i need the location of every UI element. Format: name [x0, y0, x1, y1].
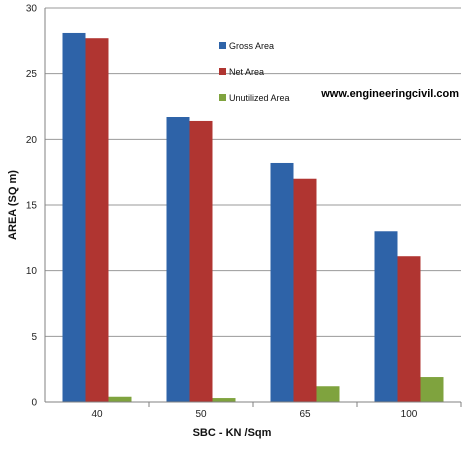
bar-net-area-65 [293, 178, 317, 402]
watermark-text: www.engineeringcivil.com [320, 88, 459, 100]
legend-swatch-gross-area [219, 42, 226, 49]
y-tick-label: 5 [31, 332, 37, 343]
legend-swatch-net-area [219, 68, 226, 75]
bar-net-area-40 [85, 38, 109, 402]
x-axis-title: SBC - KN /Sqm [193, 427, 272, 439]
bars [62, 32, 444, 403]
bar-gross-area-40 [62, 32, 86, 402]
y-tick-label: 25 [26, 69, 38, 80]
bar-gross-area-100 [374, 231, 398, 402]
bar-unutilized-area-40 [108, 396, 132, 402]
y-tick-label: 10 [26, 266, 38, 277]
bar-net-area-50 [189, 120, 213, 403]
legend-label: Net Area [229, 67, 264, 77]
y-tick-label: 30 [26, 4, 38, 15]
bar-unutilized-area-50 [212, 398, 236, 402]
legend-label: Gross Area [229, 41, 274, 51]
x-tick-label: 100 [401, 409, 418, 420]
y-axis-title: AREA (SQ m) [7, 170, 19, 240]
x-tick-label: 40 [91, 409, 103, 420]
legend-label: Unutilized Area [229, 93, 290, 103]
y-tick-label: 0 [31, 398, 37, 409]
y-tick-label: 20 [26, 135, 38, 146]
x-tick-label: 50 [195, 409, 207, 420]
bar-net-area-100 [397, 256, 421, 402]
tick-labels: 0 5 10 15 20 25 30 40 50 65 100 [26, 4, 418, 421]
legend-swatch-unutilized-area [219, 94, 226, 101]
bar-unutilized-area-65 [316, 386, 340, 402]
bar-unutilized-area-100 [420, 377, 444, 402]
axes [44, 8, 462, 407]
x-tick-label: 65 [299, 409, 311, 420]
bar-gross-area-65 [270, 162, 294, 402]
y-tick-label: 15 [26, 201, 38, 212]
legend: Gross Area Net Area Unutilized Area [219, 41, 290, 103]
bar-gross-area-50 [166, 117, 190, 403]
